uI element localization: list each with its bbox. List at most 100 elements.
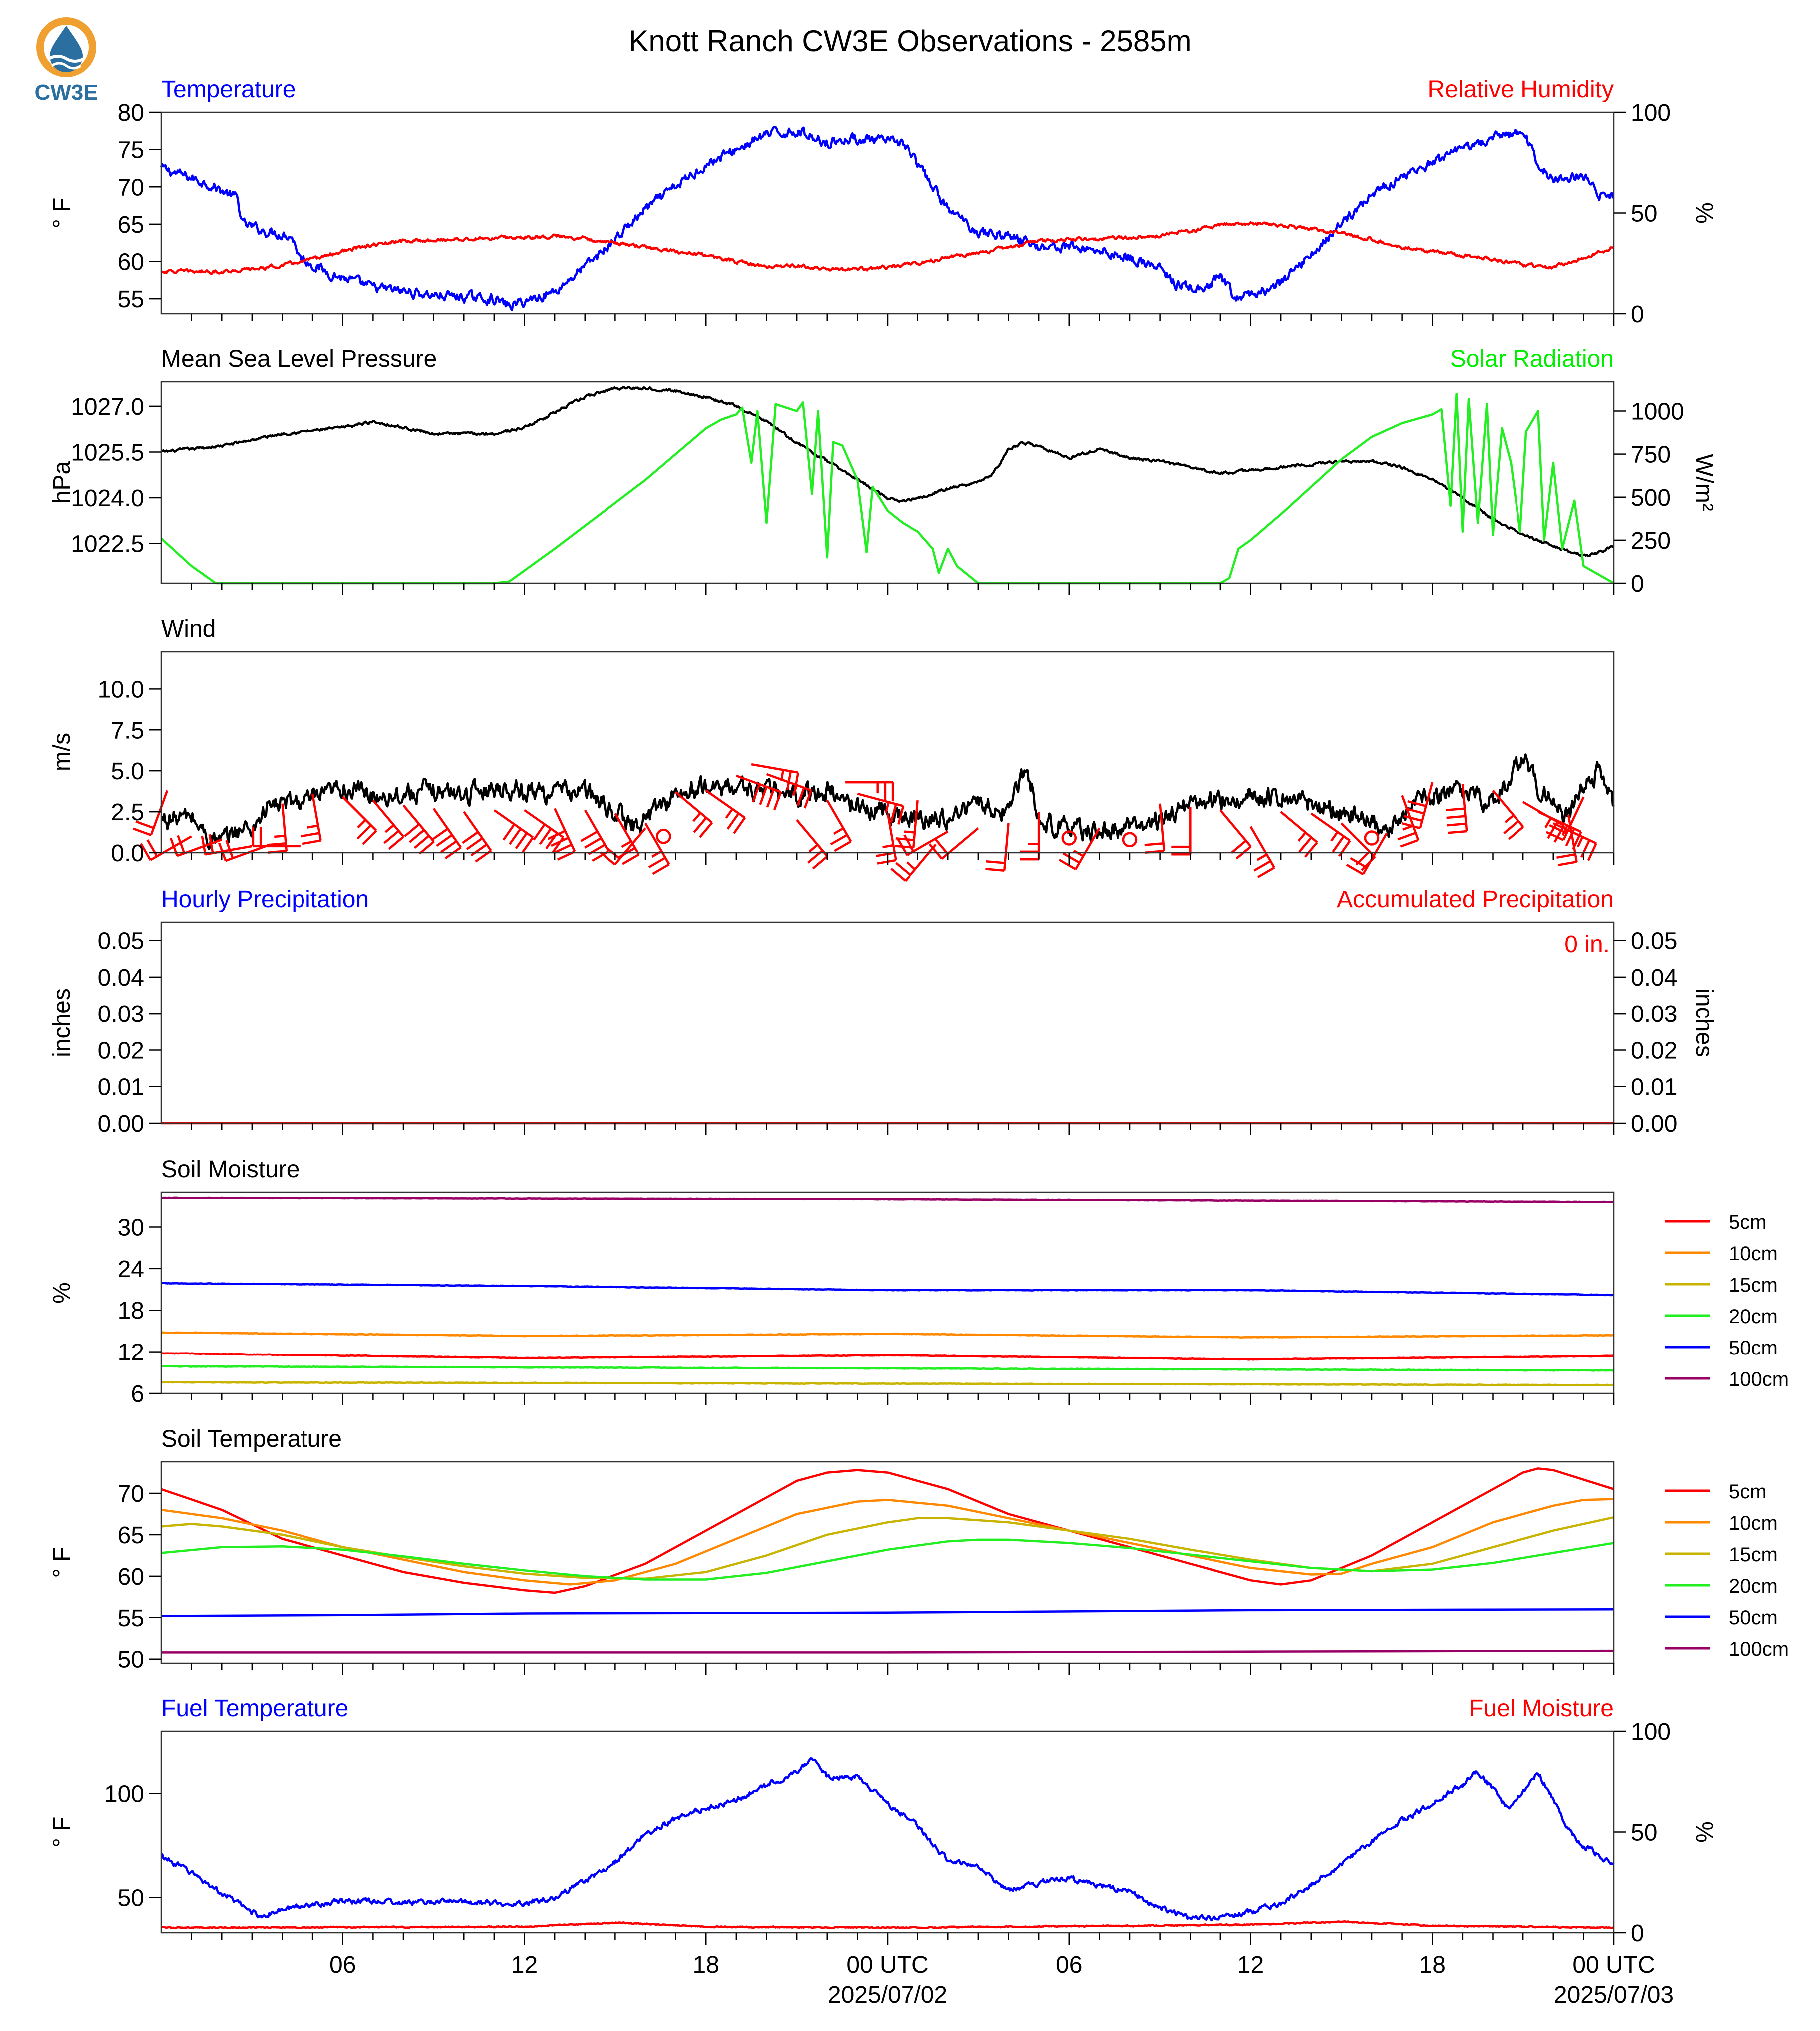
series-line-1	[161, 1920, 1614, 1930]
accumulated-precip-annotation: 0 in.	[1564, 931, 1610, 958]
page-title: Knott Ranch CW3E Observations - 2585m	[628, 24, 1191, 58]
y-tick-label: 24	[118, 1256, 144, 1283]
panel-precip: Hourly Precipitation Accumulated Precipit…	[49, 886, 1717, 1137]
panel-title-left: Wind	[161, 616, 216, 642]
legend-label: 50cm	[1729, 1607, 1778, 1629]
x-tick-label: 12	[1237, 1952, 1264, 1978]
legend-label: 100cm	[1729, 1368, 1789, 1390]
wind-barb	[1346, 832, 1388, 875]
y-tick-label: 60	[118, 249, 144, 276]
y-tick-label-right: 100	[1631, 1719, 1671, 1745]
plot-area	[161, 1757, 1615, 1930]
y-axis-right: 0.05 0.04 0.03 0.02 0.01 0.00 inches	[1614, 928, 1717, 1137]
y-tick-label-right: 0	[1631, 301, 1644, 328]
y-tick-label: 80	[118, 100, 144, 126]
panel-soil-moisture: Soil Moisture 30 24 18 12 6% 5cm 10cm 15cm 20cm 50…	[49, 1156, 1789, 1407]
series-line-100cm	[161, 1649, 1614, 1654]
panel-title-right: Solar Radiation	[1450, 346, 1614, 372]
y-tick-label-right: 0	[1631, 1920, 1644, 1947]
y-axis-left: 80 75 70 65 60 55 ° F	[49, 100, 161, 313]
wind-barb	[1280, 811, 1318, 858]
y-tick-label-right: 0	[1631, 571, 1644, 597]
y-tick-label: 50	[118, 1647, 144, 1673]
cw3e-logo: CW3E	[34, 17, 98, 105]
y-axis-label: %	[49, 1282, 75, 1304]
legend: 5cm 10cm 15cm 20cm 50cm 100cm	[1665, 1211, 1789, 1390]
y-axis-label-right: %	[1691, 202, 1717, 224]
wind-barb	[493, 809, 534, 854]
wind-barb	[845, 781, 894, 802]
x-tick-label: 18	[1419, 1952, 1446, 1978]
y-tick-label: 0.02	[98, 1037, 144, 1064]
y-tick-label: 0.0	[111, 840, 144, 867]
series-line-1	[160, 221, 1614, 275]
x-ticks	[191, 853, 1615, 865]
wave-shape	[48, 55, 85, 63]
wind-barb	[675, 791, 713, 838]
y-tick-label-right: 0.00	[1631, 1111, 1677, 1137]
y-tick-label-right: 500	[1631, 485, 1671, 511]
y-axis-left: 100 50 ° F	[49, 1781, 161, 1911]
wind-barb	[1020, 812, 1040, 861]
y-axis-label: ° F	[49, 1817, 75, 1848]
wind-barb	[876, 813, 897, 865]
y-axis-left: 0.05 0.04 0.03 0.02 0.01 0.00 inches	[49, 928, 161, 1137]
series-line-1	[160, 392, 1615, 585]
x-tick-label: 06	[1056, 1952, 1082, 1978]
series-line-5cm	[161, 1467, 1614, 1594]
x-tick-label: 18	[693, 1952, 719, 1978]
wind-barb	[267, 803, 288, 854]
plot-area	[161, 1467, 1614, 1654]
wind-barb	[751, 763, 799, 792]
y-axis-right: 100 50 0%	[1614, 100, 1717, 328]
x-tick-date-label: 2025/07/02	[828, 1982, 947, 2008]
panel-title-left: Temperature	[161, 76, 296, 103]
y-tick-label-right: 0.04	[1631, 965, 1677, 991]
legend-label: 100cm	[1729, 1638, 1789, 1660]
legend-label: 20cm	[1729, 1575, 1778, 1597]
wind-barb	[1171, 807, 1192, 856]
series-line-15cm	[161, 1381, 1614, 1387]
wind-barbs	[133, 763, 1597, 882]
series-line-50cm	[161, 1608, 1614, 1617]
series-line-5cm	[161, 1352, 1614, 1361]
wind-barb	[1492, 790, 1524, 840]
y-tick-label: 0.01	[98, 1074, 144, 1101]
y-tick-label: 70	[118, 174, 144, 201]
wind-barb	[890, 844, 937, 882]
y-axis-label: hPa	[49, 461, 75, 504]
wind-barb	[1310, 812, 1351, 857]
wind-barb	[133, 790, 169, 836]
wind-barb	[547, 808, 576, 861]
series-line-100cm	[161, 1196, 1614, 1203]
wind-barb	[301, 793, 322, 845]
y-tick-label-right: 250	[1631, 528, 1671, 554]
y-axis-left: 70 65 60 55 50 ° F	[49, 1481, 161, 1673]
wind-barb	[644, 822, 670, 875]
panel-pressure-solar: Mean Sea Level Pressure Solar Radiation 10…	[49, 346, 1717, 597]
y-axis-label-right: %	[1691, 1821, 1717, 1843]
y-tick-label: 1027.0	[71, 394, 144, 420]
y-tick-label: 55	[118, 1605, 144, 1632]
wind-barb	[524, 809, 565, 854]
x-ticks	[191, 314, 1615, 326]
wind-barb	[140, 835, 192, 861]
series-line-0	[160, 385, 1614, 557]
y-tick-label-right: 0.03	[1631, 1001, 1677, 1027]
wind-barb	[402, 804, 435, 855]
y-tick-label: 0.03	[98, 1001, 144, 1027]
y-tick-label-right: 50	[1631, 1820, 1657, 1846]
wind-barb	[895, 800, 919, 849]
x-ticks	[191, 1123, 1615, 1135]
y-tick-label: 0.00	[98, 1111, 144, 1137]
wind-barb	[766, 773, 812, 809]
y-tick-label: 75	[118, 137, 144, 164]
x-ticks	[191, 583, 1615, 595]
plot-area	[160, 385, 1615, 585]
y-tick-label: 10.0	[98, 677, 144, 703]
wind-barb	[372, 799, 405, 850]
panel-title-right: Fuel Moisture	[1469, 1695, 1614, 1722]
legend-label: 20cm	[1729, 1306, 1778, 1328]
